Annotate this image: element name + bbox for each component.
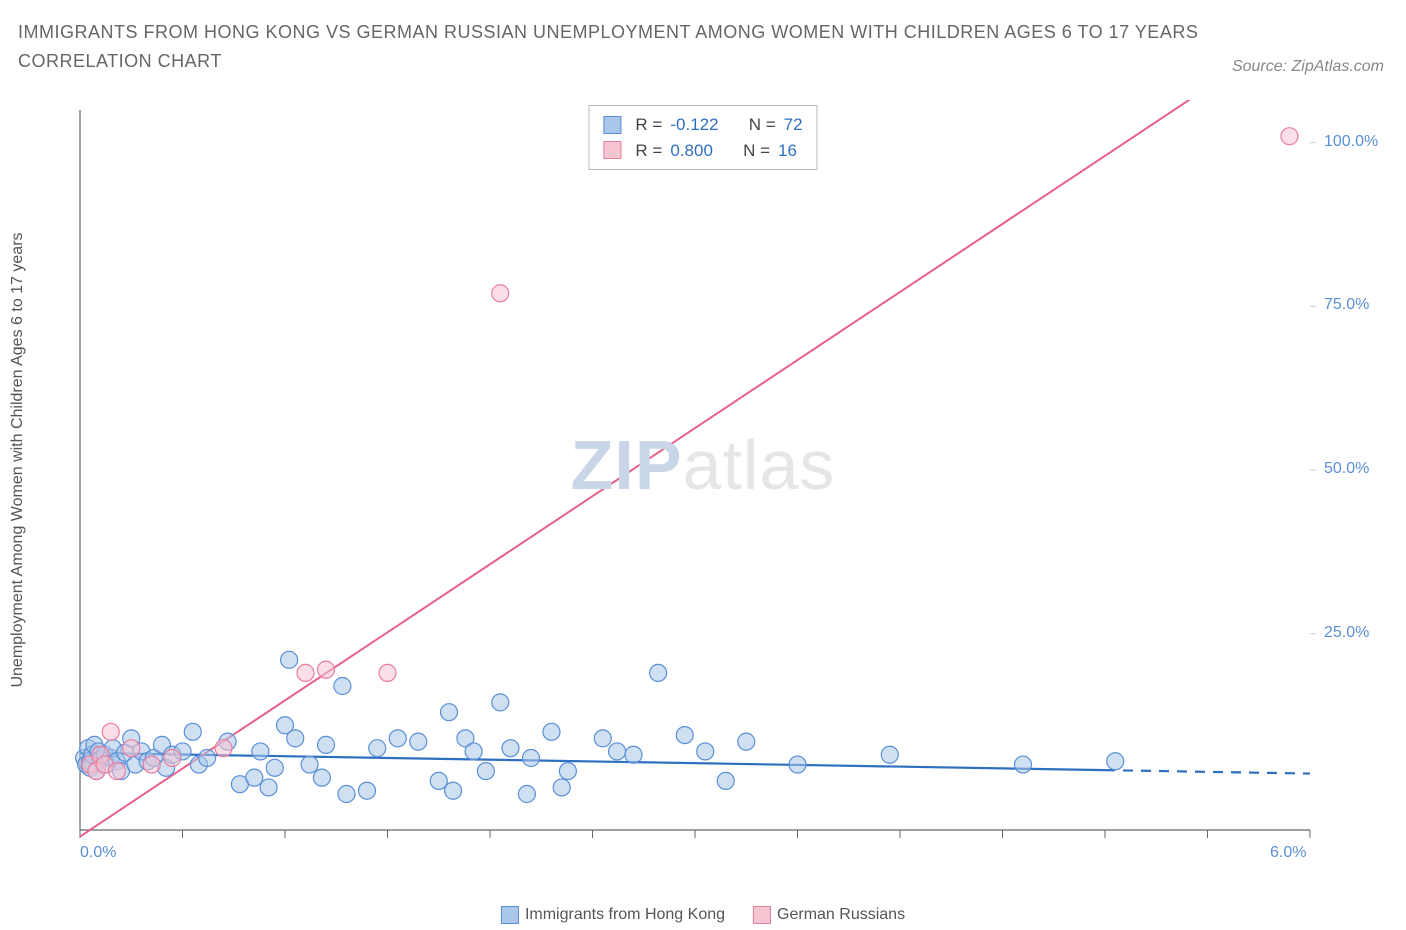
n-label: N =	[743, 138, 770, 164]
x-tick-label: 6.0%	[1270, 844, 1306, 862]
legend-label: Immigrants from Hong Kong	[525, 906, 725, 923]
legend-swatch	[603, 116, 621, 134]
legend-swatch	[753, 906, 771, 924]
r-label: R =	[635, 112, 662, 138]
source-prefix: Source:	[1232, 58, 1292, 75]
y-tick-label: 75.0%	[1324, 296, 1369, 314]
source-name: ZipAtlas.com	[1292, 58, 1384, 75]
n-value: 72	[784, 112, 803, 138]
legend-item: German Russians	[753, 906, 905, 924]
y-tick-label: 50.0%	[1324, 460, 1369, 478]
legend-item: Immigrants from Hong Kong	[501, 906, 725, 924]
n-value: 16	[778, 138, 797, 164]
chart-area: 0.0% 6.0% 25.0% 50.0% 75.0% 100.0%	[70, 100, 1380, 890]
chart-title-line1: IMMIGRANTS FROM HONG KONG VS GERMAN RUSS…	[18, 18, 1388, 47]
x-tick-label: 0.0%	[80, 844, 116, 862]
legend-swatch	[603, 141, 621, 159]
correlation-legend-row: R = -0.122 N = 72	[603, 112, 802, 138]
chart-title-block: IMMIGRANTS FROM HONG KONG VS GERMAN RUSS…	[18, 18, 1388, 76]
series-legend: Immigrants from Hong Kong German Russians	[501, 906, 905, 924]
n-label: N =	[749, 112, 776, 138]
y-tick-label: 100.0%	[1324, 133, 1378, 151]
legend-swatch	[501, 906, 519, 924]
scatter-chart-svg	[70, 100, 1380, 890]
r-value: 0.800	[670, 138, 713, 164]
legend-label: German Russians	[777, 906, 905, 923]
source-attribution: Source: ZipAtlas.com	[1232, 58, 1384, 76]
chart-title-line2: CORRELATION CHART	[18, 47, 1388, 76]
r-label: R =	[635, 138, 662, 164]
correlation-legend-box: R = -0.122 N = 72 R = 0.800 N = 16	[588, 105, 817, 170]
r-value: -0.122	[670, 112, 718, 138]
y-axis-label-text: Unemployment Among Women with Children A…	[9, 232, 27, 687]
y-tick-label: 25.0%	[1324, 624, 1369, 642]
correlation-legend-row: R = 0.800 N = 16	[603, 138, 802, 164]
